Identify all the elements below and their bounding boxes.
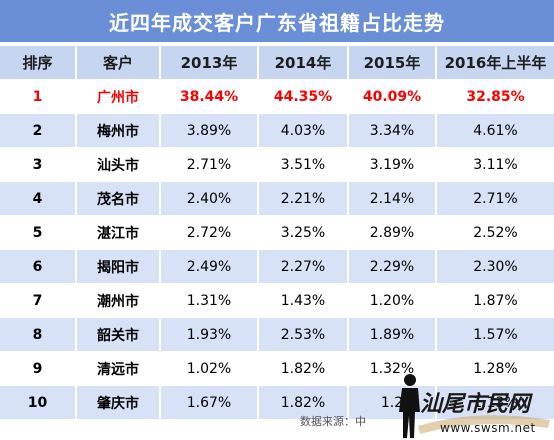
cell-rank: 10 (0, 385, 77, 420)
cell-client: 湛江市 (76, 215, 161, 250)
cell-2014: 2.21% (258, 181, 349, 216)
header-2013: 2013年 (160, 46, 259, 80)
cell-2016h1: 1.87% (436, 283, 554, 318)
table-row: 3 汕头市 2.71% 3.51% 3.19% 3.11% (0, 147, 554, 182)
cell-client: 清远市 (76, 351, 161, 386)
cell-2013: 38.44% (160, 79, 259, 114)
table-row: 8 韶关市 1.93% 2.53% 1.89% 1.57% (0, 317, 554, 352)
cell-2013: 2.40% (160, 181, 259, 216)
cell-2016h1: 2.30% (436, 249, 554, 284)
cell-2015: 1.2 (348, 385, 437, 420)
header-2016h1: 2016年上半年 (436, 46, 554, 80)
table-row: 2 梅州市 3.89% 4.03% 3.34% 4.61% (0, 113, 554, 148)
cell-2013: 3.89% (160, 113, 259, 148)
cell-client: 肇庆市 (76, 385, 161, 420)
cell-2014: 1.43% (258, 283, 349, 318)
cell-2015: 1.32% (348, 351, 437, 386)
cell-client: 梅州市 (76, 113, 161, 148)
header-2015: 2015年 (348, 46, 437, 80)
header-client: 客户 (76, 46, 161, 80)
cell-client: 潮州市 (76, 283, 161, 318)
cell-2015: 2.89% (348, 215, 437, 250)
cell-2013: 1.02% (160, 351, 259, 386)
cell-client: 汕头市 (76, 147, 161, 182)
cell-rank: 3 (0, 147, 77, 182)
table-row: 1 广州市 38.44% 44.35% 40.09% 32.85% (0, 79, 554, 114)
cell-2016h1: 4.61% (436, 113, 554, 148)
data-source-note: 数据来源：中 (300, 415, 366, 428)
table-row: 5 湛江市 2.72% 3.25% 2.89% 2.52% (0, 215, 554, 250)
cell-client: 揭阳市 (76, 249, 161, 284)
table-title: 近四年成交客户广东省祖籍占比走势 (0, 0, 554, 42)
cell-rank: 7 (0, 283, 77, 318)
cell-2014: 3.25% (258, 215, 349, 250)
table-row: 4 茂名市 2.40% 2.21% 2.14% 2.71% (0, 181, 554, 216)
cell-2014: 4.03% (258, 113, 349, 148)
watermark-url: www.swsm.net (440, 421, 536, 435)
cell-2015: 2.14% (348, 181, 437, 216)
cell-2016h1: 1.57% (436, 317, 554, 352)
table-row: 10 肇庆市 1.67% 1.82% 1.2 1.13% (0, 385, 554, 420)
cell-2014: 2.53% (258, 317, 349, 352)
cell-2013: 2.71% (160, 147, 259, 182)
cell-2013: 1.67% (160, 385, 259, 420)
cell-2015: 1.89% (348, 317, 437, 352)
cell-2016h1: 1.28% (436, 351, 554, 386)
cell-2013: 2.49% (160, 249, 259, 284)
cell-2015: 40.09% (348, 79, 437, 114)
cell-rank: 2 (0, 113, 77, 148)
watermark-brand: 汕尾市民网 (420, 391, 531, 417)
cell-2014: 1.82% (258, 351, 349, 386)
header-row: 排序 客户 2013年 2014年 2015年 2016年上半年 (0, 46, 554, 80)
cell-2013: 2.72% (160, 215, 259, 250)
table-row: 6 揭阳市 2.49% 2.27% 2.29% 2.30% (0, 249, 554, 284)
cell-2014: 1.82% (258, 385, 349, 420)
cell-2014: 3.51% (258, 147, 349, 182)
cell-client: 韶关市 (76, 317, 161, 352)
cell-rank: 1 (0, 79, 77, 114)
header-rank: 排序 (0, 46, 77, 80)
cell-2013: 1.93% (160, 317, 259, 352)
cell-rank: 4 (0, 181, 77, 216)
cell-2014: 44.35% (258, 79, 349, 114)
cell-2014: 2.27% (258, 249, 349, 284)
cell-2015: 1.20% (348, 283, 437, 318)
cell-rank: 9 (0, 351, 77, 386)
table-row: 9 清远市 1.02% 1.82% 1.32% 1.28% (0, 351, 554, 386)
cell-rank: 5 (0, 215, 77, 250)
cell-2015: 2.29% (348, 249, 437, 284)
ancestry-share-table: 排序 客户 2013年 2014年 2015年 2016年上半年 1 广州市 38.… (0, 46, 554, 420)
cell-2016h1: 3.11% (436, 147, 554, 182)
cell-2015: 3.19% (348, 147, 437, 182)
cell-2013: 1.31% (160, 283, 259, 318)
header-2014: 2014年 (258, 46, 349, 80)
cell-client: 茂名市 (76, 181, 161, 216)
cell-2016h1: 2.52% (436, 215, 554, 250)
cell-2016h1: 2.71% (436, 181, 554, 216)
cell-2015: 3.34% (348, 113, 437, 148)
cell-rank: 8 (0, 317, 77, 352)
cell-rank: 6 (0, 249, 77, 284)
cell-client: 广州市 (76, 79, 161, 114)
cell-2016h1: 32.85% (436, 79, 554, 114)
table-row: 7 潮州市 1.31% 1.43% 1.20% 1.87% (0, 283, 554, 318)
